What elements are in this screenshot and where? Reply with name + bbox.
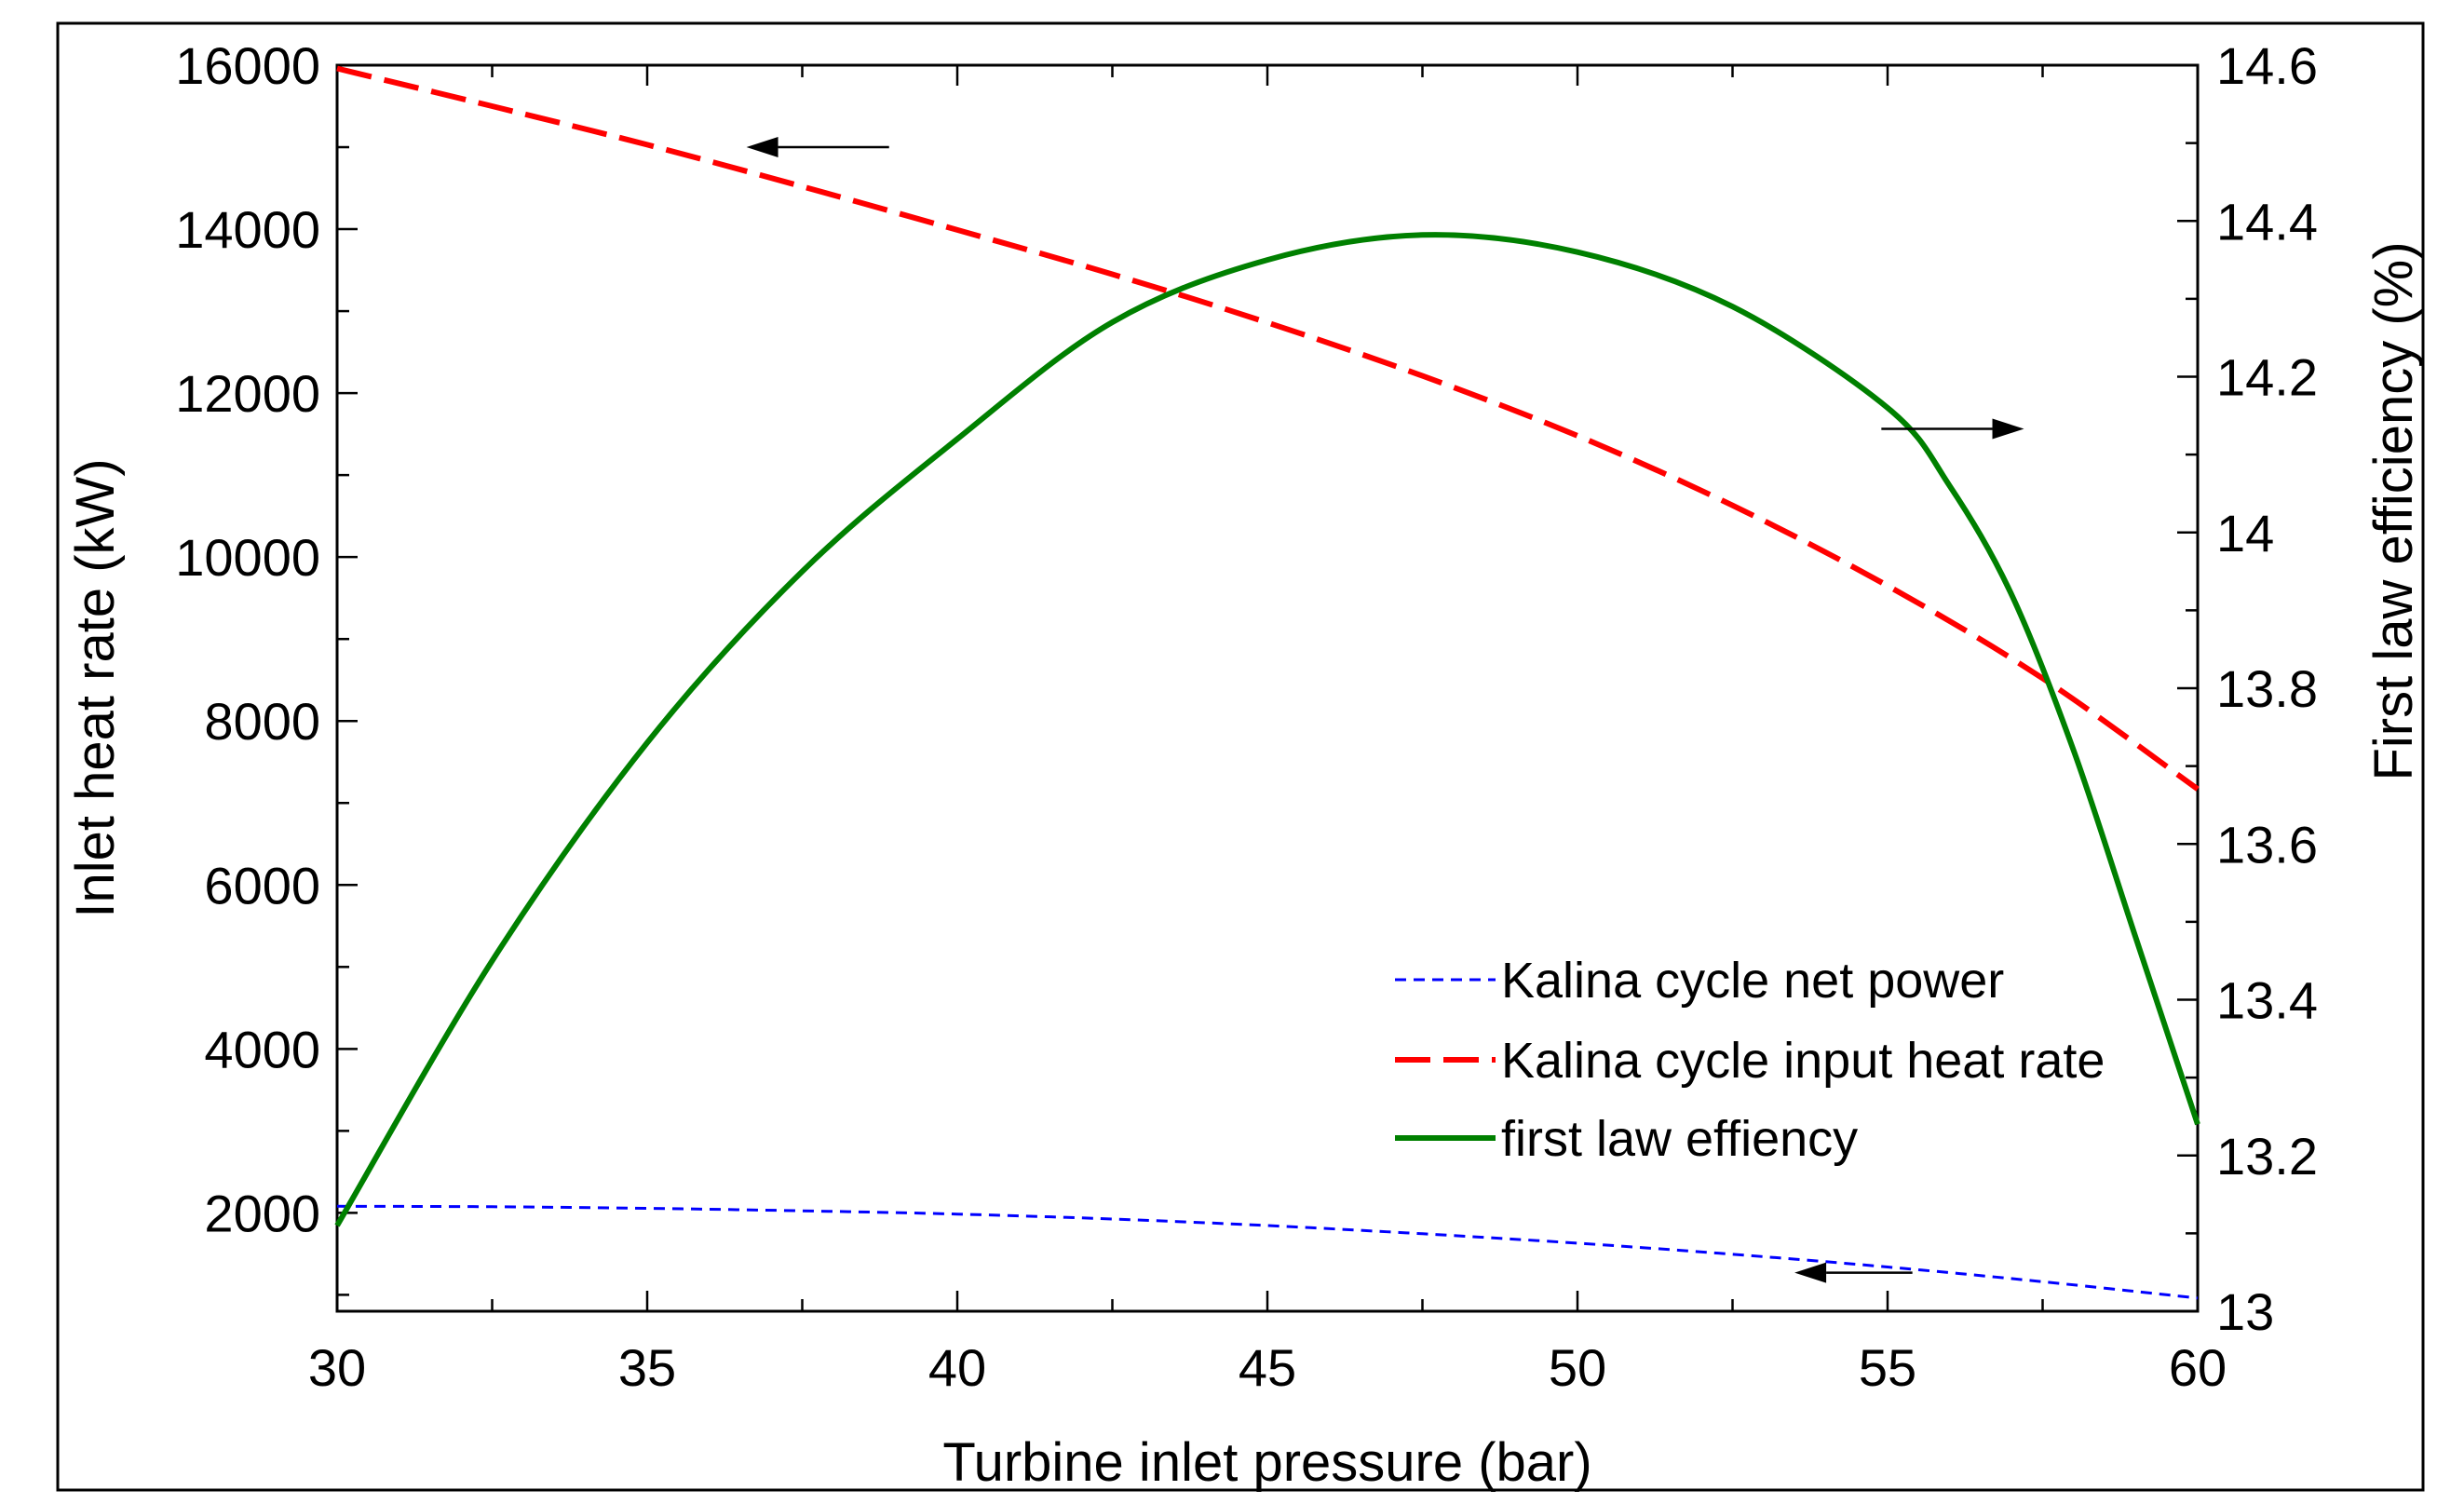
y-right-tick-label: 14 [2216, 504, 2274, 562]
x-tick-label: 35 [618, 1338, 676, 1397]
y-left-tick-label: 2000 [204, 1184, 320, 1242]
y-left-tick-label: 16000 [175, 36, 320, 95]
y-right-tick-label: 13.4 [2216, 971, 2318, 1030]
y-left-tick-label: 10000 [175, 528, 320, 587]
y-right-tick-label: 13.6 [2216, 815, 2318, 874]
annotation-arrow-head [1992, 418, 2024, 440]
x-tick-label: 45 [1239, 1338, 1296, 1397]
x-axis-ticks: 30 35 40 45 50 55 60 [308, 65, 2227, 1397]
y-left-tick-label: 6000 [204, 856, 320, 915]
x-tick-label: 60 [2169, 1338, 2227, 1397]
y-right-axis-ticks: 13 13.2 13.4 13.6 13.8 14 14.2 14.4 14.6 [2177, 36, 2318, 1341]
y-right-tick-label: 14.2 [2216, 348, 2318, 407]
plot-area [335, 63, 2200, 1313]
legend-label-1: Kalina cycle input heat rate [1501, 1033, 2105, 1089]
x-tick-label: 50 [1549, 1338, 1606, 1397]
y-right-tick-label: 13 [2216, 1282, 2274, 1341]
y-left-tick-label: 12000 [175, 364, 320, 423]
annotation-arrows [746, 137, 2024, 1283]
y-left-axis-title: Inlet heat rate (kW) [65, 458, 126, 917]
x-tick-label: 30 [308, 1338, 366, 1397]
x-axis-title: Turbine inlet pressure (bar) [942, 1432, 1591, 1493]
series-lines [334, 65, 2200, 1300]
series-line-0 [336, 1204, 2199, 1300]
y-right-axis-title: First law efficiency (%) [2363, 241, 2424, 780]
y-left-axis-ticks: 2000 4000 6000 8000 10000 12000 14000 16000 [175, 36, 358, 1296]
legend-label-2: first law effiency [1501, 1111, 1858, 1167]
annotation-arrow-head [746, 137, 778, 158]
y-right-tick-label: 13.2 [2216, 1127, 2318, 1186]
y-left-tick-label: 8000 [204, 692, 320, 751]
y-left-tick-label: 4000 [204, 1020, 320, 1078]
series-line-2 [334, 232, 2200, 1227]
x-tick-label: 55 [1859, 1338, 1916, 1397]
legend: Kalina cycle net power Kalina cycle input… [1395, 953, 2105, 1167]
x-tick-label: 40 [928, 1338, 986, 1397]
y-left-tick-label: 14000 [175, 200, 320, 259]
series-line-1 [336, 65, 2200, 792]
annotation-arrow-head [1794, 1262, 1827, 1283]
y-right-tick-label: 13.8 [2216, 659, 2318, 718]
legend-label-0: Kalina cycle net power [1501, 953, 2004, 1009]
y-right-tick-label: 14.6 [2216, 36, 2318, 95]
outer-frame [56, 21, 2425, 1492]
y-right-tick-label: 14.4 [2216, 192, 2318, 251]
